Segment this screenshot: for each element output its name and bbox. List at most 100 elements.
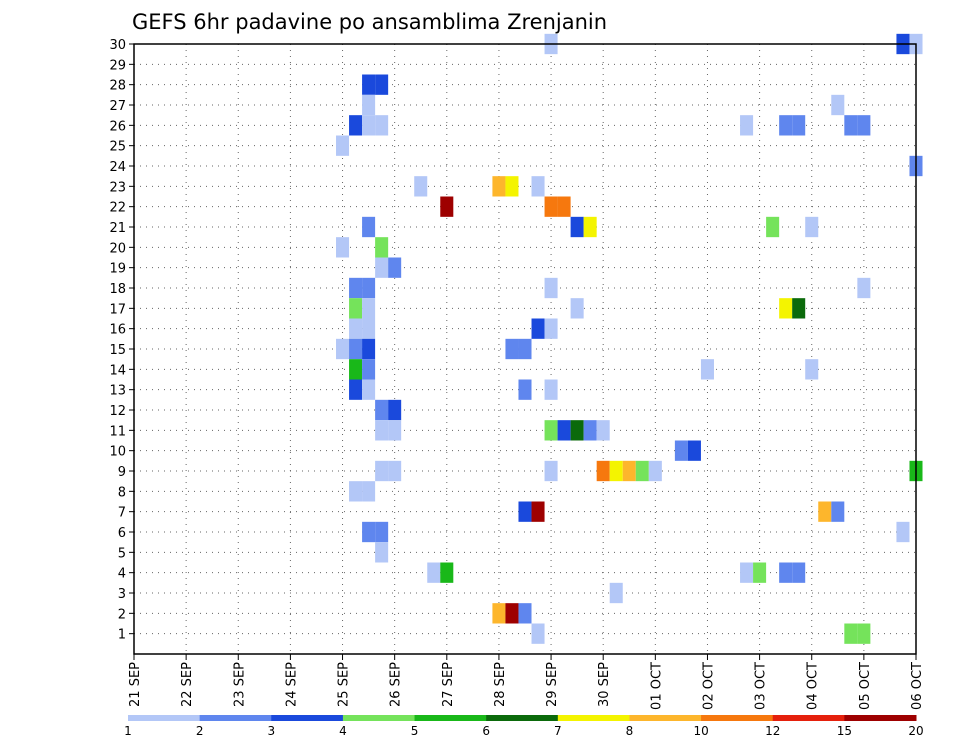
y-tick-label: 13 [109, 384, 126, 399]
heatmap-cell [609, 582, 623, 604]
heatmap-cell [336, 338, 350, 360]
heatmap-cell [388, 257, 402, 278]
heatmap-cell [544, 420, 558, 441]
y-tick-label: 5 [118, 546, 126, 561]
axes: 1234567891011121314151617181920212223242… [109, 38, 925, 710]
x-tick-label: 22 SEP [180, 662, 195, 707]
x-tick-label: 24 SEP [284, 662, 299, 707]
heatmap-cell [362, 481, 376, 502]
y-tick-label: 7 [118, 506, 126, 521]
heatmap-cells [336, 33, 923, 644]
heatmap-cell [375, 115, 389, 136]
heatmap-cell [818, 501, 832, 522]
heatmap-cell [753, 562, 767, 583]
colorbar-label: 12 [765, 724, 780, 738]
colorbar-segment [342, 715, 416, 721]
y-tick-label: 14 [109, 363, 126, 378]
heatmap-cell [336, 135, 350, 156]
heatmap-cell [844, 623, 858, 644]
x-tick-label: 03 OCT [754, 662, 769, 710]
heatmap-cell [349, 277, 363, 299]
heatmap-cell [375, 74, 389, 95]
heatmap-cell [388, 420, 402, 441]
heatmap-cell [583, 420, 597, 441]
heatmap-cell [674, 440, 688, 461]
heatmap-cell [427, 562, 441, 583]
heatmap-cell [740, 562, 754, 583]
heatmap-cell [531, 623, 545, 644]
heatmap-cell [635, 460, 649, 482]
y-tick-label: 25 [109, 140, 126, 155]
y-tick-label: 11 [109, 424, 126, 439]
heatmap-cell [362, 115, 376, 136]
colorbar-segment [128, 715, 201, 721]
heatmap-cell [375, 542, 389, 563]
colorbar: 1 2 3 4 5 6 7 8 10 12 15 20 [124, 715, 924, 738]
y-tick-label: 4 [118, 567, 126, 582]
y-tick-label: 23 [109, 180, 126, 195]
heatmap-cell [831, 94, 845, 116]
heatmap-cell [375, 237, 389, 258]
heatmap-cell [505, 338, 519, 360]
y-tick-label: 27 [109, 99, 126, 114]
heatmap-cell [544, 196, 558, 217]
colorbar-label: 8 [626, 724, 634, 738]
heatmap-cell [375, 420, 389, 441]
y-tick-label: 1 [118, 628, 126, 643]
colorbar-segment [486, 715, 559, 721]
heatmap-cell [349, 481, 363, 502]
heatmap-cell [518, 379, 532, 400]
heatmap-cell [531, 318, 545, 339]
heatmap-cell [792, 562, 806, 583]
heatmap-cell [622, 460, 636, 482]
x-tick-label: 30 SEP [597, 662, 612, 707]
heatmap-cell [349, 359, 363, 380]
heatmap-cell [609, 460, 623, 482]
heatmap-cell [362, 338, 376, 360]
heatmap-cell [544, 460, 558, 482]
heatmap-cell [687, 440, 701, 461]
heatmap-cell [544, 318, 558, 339]
heatmap-cell [857, 115, 871, 136]
heatmap-cell [375, 521, 389, 543]
heatmap-cell [570, 216, 584, 238]
heatmap-cell [362, 216, 376, 238]
heatmap-cell [349, 115, 363, 136]
colorbar-segment [844, 715, 917, 721]
colorbar-segment [772, 715, 845, 721]
heatmap-cell [362, 277, 376, 299]
heatmap-cell [388, 460, 402, 482]
heatmap-cell [596, 460, 610, 482]
heatmap-cell [388, 399, 402, 421]
heatmap-cell [362, 298, 376, 319]
colorbar-label: 3 [267, 724, 275, 738]
heatmap-cell [779, 562, 793, 583]
x-tick-label: 02 OCT [701, 662, 716, 710]
y-tick-label: 17 [109, 302, 126, 317]
heatmap-cell [570, 420, 584, 441]
colorbar-label: 2 [196, 724, 204, 738]
heatmap-cell [805, 359, 819, 380]
y-tick-label: 9 [118, 465, 126, 480]
heatmap-cell [349, 379, 363, 400]
heatmap-cell [518, 501, 532, 522]
heatmap-cell [792, 298, 806, 319]
colorbar-label: 5 [411, 724, 419, 738]
y-tick-label: 6 [118, 526, 126, 541]
heatmap-cell [531, 176, 545, 197]
heatmap-cell [896, 521, 910, 543]
x-tick-label: 21 SEP [128, 662, 143, 707]
heatmap-cell [440, 562, 454, 583]
y-tick-label: 24 [109, 160, 126, 175]
heatmap-cell [740, 115, 754, 136]
heatmap-cell [349, 338, 363, 360]
heatmap-cell [375, 257, 389, 278]
heatmap-cell [362, 359, 376, 380]
heatmap-cell [544, 379, 558, 400]
y-tick-label: 15 [109, 343, 126, 358]
heatmap-cell [492, 603, 506, 624]
colorbar-label: 15 [837, 724, 852, 738]
y-tick-label: 30 [109, 38, 126, 53]
y-tick-label: 20 [109, 241, 126, 256]
